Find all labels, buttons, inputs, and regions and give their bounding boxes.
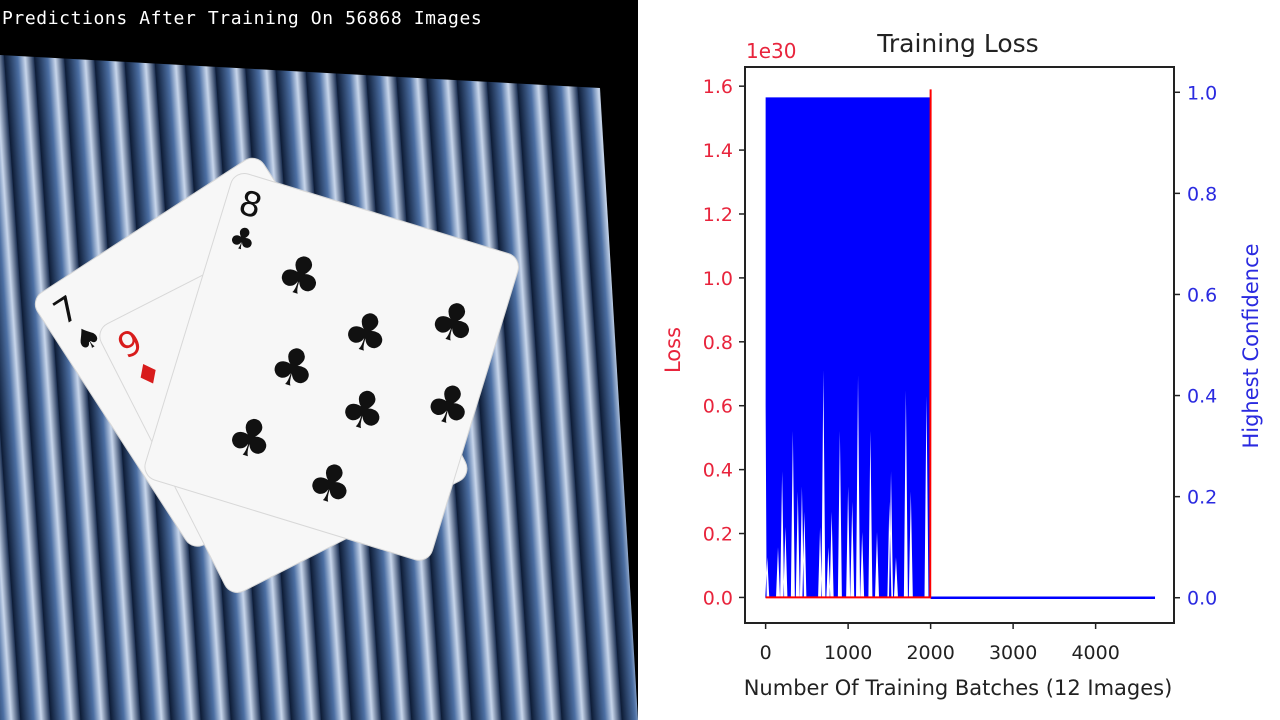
confidence-series-oscillation (765, 97, 931, 598)
left-axis-offset-text: 1e30 (746, 39, 796, 63)
right-y-tick-label: 0.8 (1187, 183, 1217, 205)
plot-area (765, 89, 1156, 599)
x-tick-label: 4000 (1071, 642, 1119, 664)
chart-title: Training Loss (876, 29, 1038, 58)
right-y-tick-label: 0.2 (1187, 487, 1217, 509)
loss-series-line (765, 89, 932, 599)
card-8-of-clubs: 8♣♣♣ ♣♣♣ ♣♣♣ (144, 172, 519, 561)
chart-panel: Training Loss 1e30 0 1000 2000 3000 4000 0.0 0… (638, 0, 1280, 720)
left-y-tick-label: 0.4 (703, 460, 733, 482)
left-y-tick-label: 0.0 (703, 587, 733, 609)
x-tick-label: 0 (760, 642, 772, 664)
left-y-tick-label: 1.2 (703, 204, 733, 226)
right-y-tick-label: 1.0 (1187, 82, 1217, 104)
plot-frame (744, 66, 1175, 624)
x-axis-label: Number Of Training Batches (12 Images) (744, 676, 1173, 700)
prediction-image-panel: 7♠9♦♦♦8♣♣♣♣♣♣♣♣♣ Predictions After Train… (0, 0, 638, 720)
card-face (144, 172, 519, 561)
training-loss-chart: Training Loss 1e30 0 1000 2000 3000 4000 0.0 0… (661, 29, 1263, 700)
left-y-tick-label: 1.0 (703, 268, 733, 290)
right-y-tick-label: 0.0 (1187, 588, 1217, 610)
right-y-tick-label: 0.6 (1187, 284, 1217, 306)
left-y-tick-label: 0.8 (703, 332, 733, 354)
playing-cards-photo: 7♠9♦♦♦8♣♣♣♣♣♣♣♣♣ (0, 55, 638, 720)
right-axis-label: Highest Confidence (1239, 243, 1263, 448)
right-y-tick-label: 0.4 (1187, 386, 1217, 408)
left-y-tick-label: 1.6 (703, 76, 733, 98)
left-y-tick-label: 1.4 (703, 140, 733, 162)
left-y-tick-label: 0.6 (703, 396, 733, 418)
x-tick-label: 2000 (906, 642, 954, 664)
left-axis-label: Loss (661, 327, 685, 373)
prediction-title: Predictions After Training On 56868 Imag… (2, 8, 483, 29)
x-tick-label: 1000 (824, 642, 872, 664)
left-y-tick-label: 0.2 (703, 524, 733, 546)
x-tick-label: 3000 (989, 642, 1037, 664)
